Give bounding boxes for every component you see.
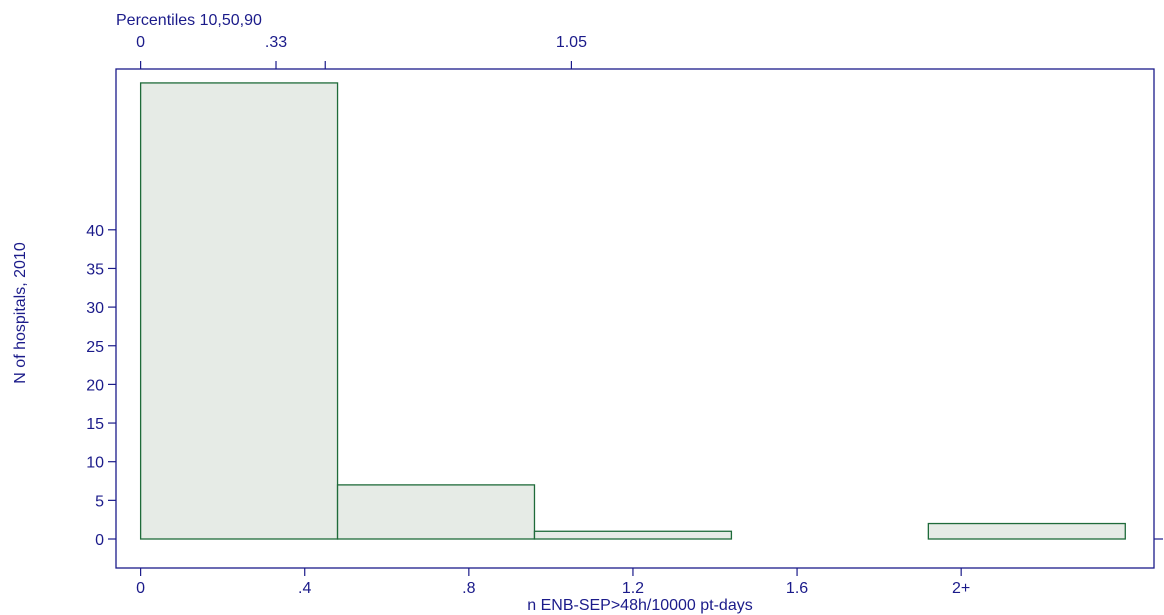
y-tick-label: 20 — [86, 377, 104, 394]
histogram-bar — [336, 484, 536, 540]
y-axis-label: N of hospitals, 2010 — [12, 242, 29, 384]
bars-group — [139, 82, 1126, 540]
x-axis: 0 .4 .8 1.2 1.6 2+ — [136, 568, 970, 597]
y-tick-label: 40 — [86, 223, 104, 240]
y-tick-label: 30 — [86, 300, 104, 317]
top-tick-label: 0 — [136, 34, 145, 51]
top-tick-label: 1.05 — [556, 34, 587, 51]
top-axis: 0 .33 1.05 — [136, 34, 587, 69]
x-tick-label: .4 — [298, 580, 311, 597]
y-tick-label: 15 — [86, 416, 104, 433]
y-axis: 0 5 10 15 20 25 30 35 40 — [86, 223, 1163, 549]
y-tick-label: 0 — [95, 532, 104, 549]
histogram-bar — [927, 522, 1126, 540]
x-tick-label: 1.6 — [786, 580, 808, 597]
x-tick-label: 1.2 — [622, 580, 644, 597]
histogram-bar — [139, 82, 339, 540]
y-tick-label: 35 — [86, 261, 104, 278]
histogram-bar — [533, 530, 733, 540]
y-tick-label: 5 — [95, 493, 104, 510]
y-tick-label: 25 — [86, 339, 104, 356]
plot-frame — [115, 68, 1155, 569]
x-tick-label: .8 — [462, 580, 475, 597]
y-tick-label: 10 — [86, 455, 104, 472]
top-axis-label: Percentiles 10,50,90 — [116, 12, 262, 29]
x-tick-label: 2+ — [952, 580, 970, 597]
x-tick-label: 0 — [136, 580, 145, 597]
top-tick-label: .33 — [265, 34, 287, 51]
x-axis-label: n ENB-SEP>48h/10000 pt-days — [527, 597, 752, 614]
